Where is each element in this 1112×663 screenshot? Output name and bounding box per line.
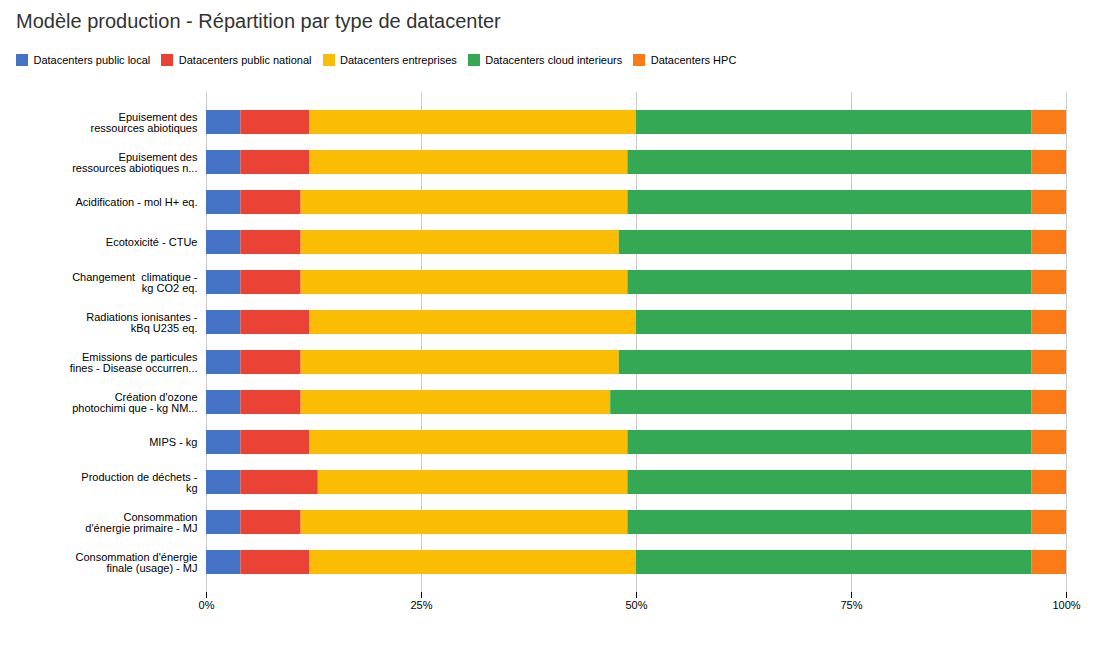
svg-text:Consommation d'énergiefinale (: Consommation d'énergiefinale (usage) - M… (76, 551, 198, 574)
svg-text:25%: 25% (410, 599, 432, 611)
html-text:Datacenters public national: Datacenters public national (178, 53, 312, 66)
svg-text:MIPS - kg: MIPS - kg (149, 436, 197, 448)
svg-text:Emissions de particulesfines -: Emissions de particulesfines - Disease o… (70, 351, 198, 374)
html-text:Datacenters HPC: Datacenters HPC (650, 53, 737, 66)
svg-text:Epuisement desressources abiot: Epuisement desressources abiotiques n... (72, 151, 198, 174)
svg-text:Consommationd'énergie primaire: Consommationd'énergie primaire - MJ (85, 511, 197, 534)
html-text:Datacenters public local: Datacenters public local (33, 53, 151, 66)
html-text:Datacenters entreprises: Datacenters entreprises (340, 53, 457, 66)
svg-text:Création d'ozonephotochimi que: Création d'ozonephotochimi que - kg NM..… (72, 391, 197, 414)
svg-text:Changement climatique -kg CO2: Changement climatique -kg CO2 eq. (72, 271, 198, 294)
svg-text:Acidification - mol H+ eq.: Acidification - mol H+ eq. (76, 196, 198, 208)
html-text:Datacenters cloud interieurs: Datacenters cloud interieurs (485, 53, 623, 66)
svg-text:Radiations ionisantes -kBq U23: Radiations ionisantes -kBq U235 eq. (86, 311, 198, 334)
svg-text:100%: 100% (1052, 599, 1080, 611)
svg-text:75%: 75% (840, 599, 862, 611)
svg-text:Epuisement desressources abiot: Epuisement desressources abiotiques (90, 111, 198, 134)
svg-text:Ecotoxicité - CTUe: Ecotoxicité - CTUe (106, 236, 198, 248)
svg-text:0%: 0% (199, 599, 215, 611)
html-text:Modèle production - Répartitio: Modèle production - Répartition par type… (16, 10, 501, 32)
svg-text:Production de déchets -kg: Production de déchets -kg (81, 471, 198, 494)
svg-text:50%: 50% (625, 599, 647, 611)
